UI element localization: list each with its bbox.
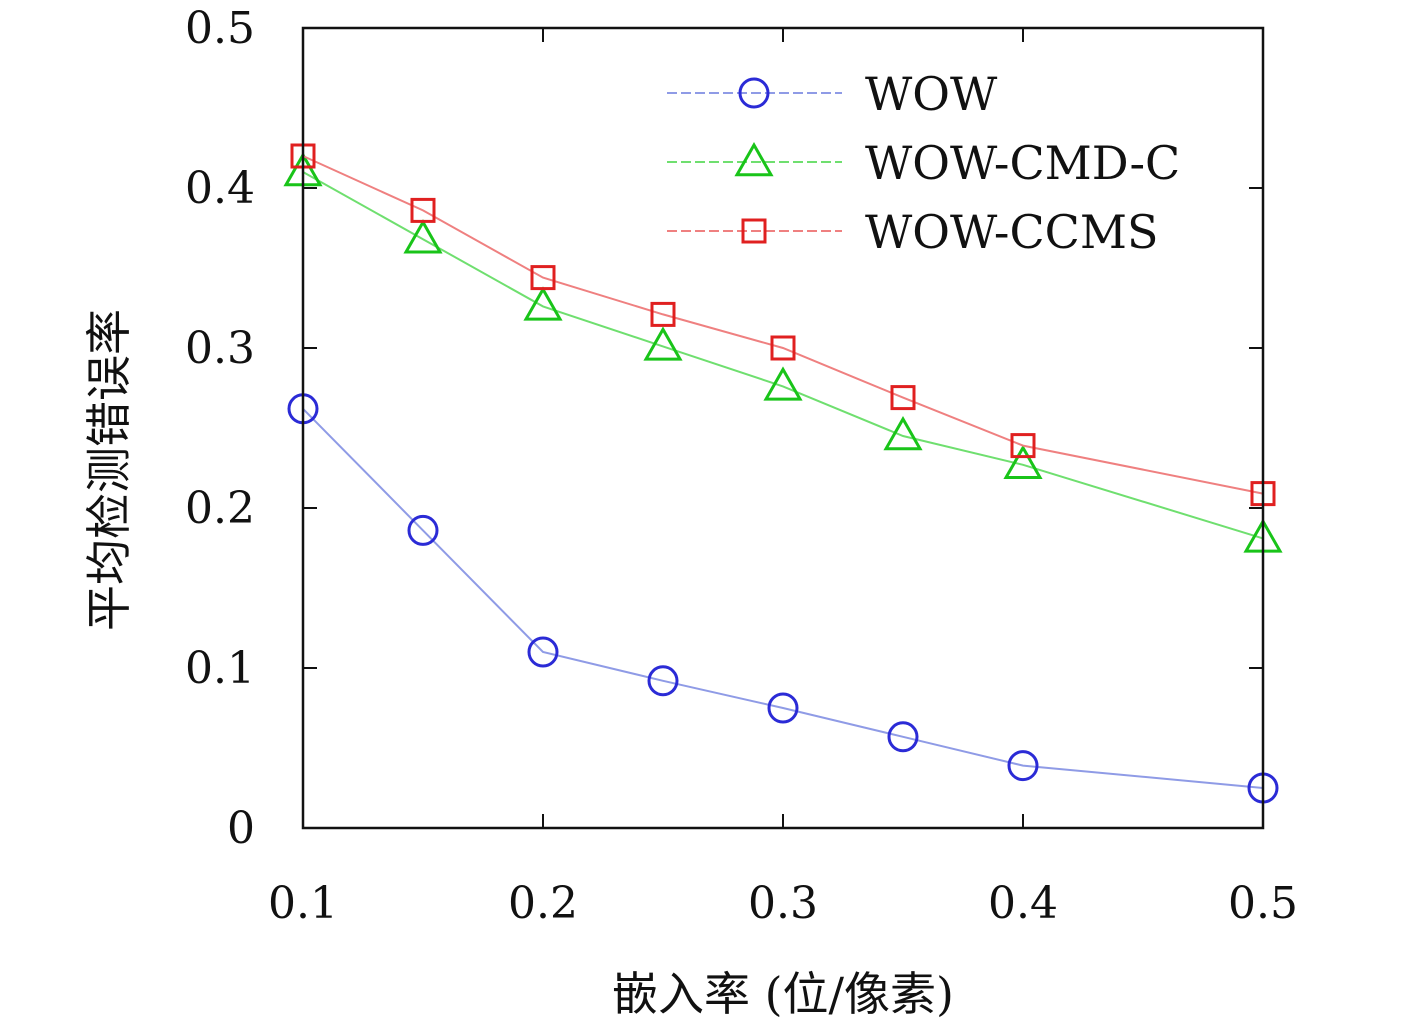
x-axis-title: 嵌入率 (位/像素) — [612, 967, 954, 1021]
legend-marker-wow — [738, 77, 770, 109]
data-point-wow-cmd-c — [403, 219, 443, 254]
data-point-wow-cmd-c — [643, 326, 683, 361]
series-line-wow-cmd-c — [302, 171, 1264, 540]
data-point-wow-cmd-c — [1003, 444, 1043, 480]
data-point-wow-ccms — [770, 335, 796, 361]
y-axis-title: 平均检测错误率 — [82, 309, 136, 631]
data-point-wow-cmd-c — [883, 415, 923, 451]
legend: WOW WOW-CMD-C WOW-CCMS — [667, 67, 1180, 259]
data-point-wow-ccms — [890, 385, 916, 411]
data-point-wow-ccms — [650, 301, 676, 327]
y-tick-label: 0.3 — [185, 323, 255, 374]
y-tick-label: 0 — [227, 803, 255, 854]
x-tick-label: 0.1 — [268, 878, 338, 929]
data-point-wow-ccms — [1010, 433, 1036, 459]
data-point-wow — [407, 514, 439, 546]
legend-label-wow-cmd-c: WOW-CMD-C — [865, 136, 1180, 190]
y-tick-label: 0.1 — [185, 643, 255, 694]
y-tick-label: 0.5 — [185, 3, 255, 54]
legend-label-wow-ccms: WOW-CCMS — [865, 205, 1158, 259]
legend-marker-wow-ccms — [741, 218, 767, 244]
legend-label-wow: WOW — [865, 67, 998, 121]
y-tick-label: 0.4 — [185, 163, 255, 214]
data-point-wow — [1007, 750, 1039, 782]
data-point-wow — [647, 665, 679, 697]
data-point-wow — [527, 636, 559, 668]
data-point-wow — [887, 721, 919, 753]
x-tick-label: 0.5 — [1228, 878, 1298, 929]
data-point-wow-ccms — [530, 265, 556, 291]
y-tick-label: 0.2 — [185, 483, 255, 534]
x-tick-label: 0.4 — [988, 878, 1058, 929]
data-point-wow-ccms — [410, 197, 436, 223]
data-point-wow-cmd-c — [763, 366, 803, 401]
series-line-wow — [302, 408, 1264, 789]
data-point-wow-cmd-c — [523, 286, 563, 321]
data-point-wow — [767, 692, 799, 724]
x-tick-label: 0.2 — [508, 878, 578, 929]
legend-marker-wow-cmd-c — [734, 141, 774, 177]
axes: 0 0.1 0.2 0.3 0.4 0.5 0.1 0.2 0.3 0.4 0.5 — [185, 3, 1298, 929]
series-line-wow-ccms — [302, 155, 1264, 495]
x-tick-label: 0.3 — [748, 878, 818, 929]
